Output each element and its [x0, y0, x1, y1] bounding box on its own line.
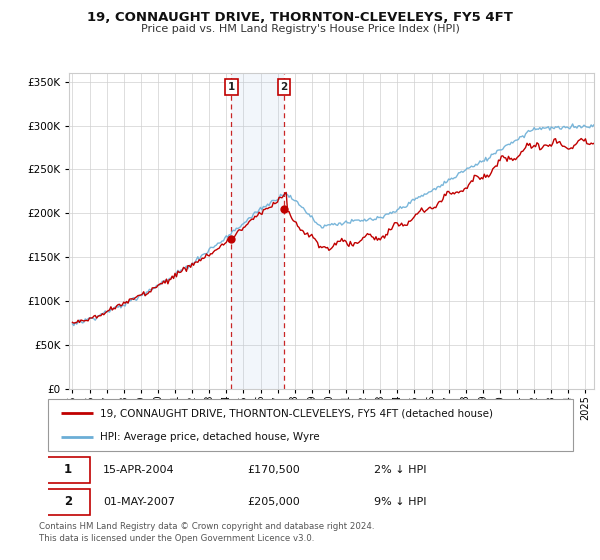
FancyBboxPatch shape	[48, 399, 573, 451]
Text: 19, CONNAUGHT DRIVE, THORNTON-CLEVELEYS, FY5 4FT (detached house): 19, CONNAUGHT DRIVE, THORNTON-CLEVELEYS,…	[101, 408, 493, 418]
Bar	[231, 73, 284, 389]
Text: 9% ↓ HPI: 9% ↓ HPI	[373, 497, 426, 507]
Text: 2: 2	[280, 82, 287, 92]
FancyBboxPatch shape	[46, 457, 90, 483]
Text: 1: 1	[64, 463, 72, 476]
Text: HPI: Average price, detached house, Wyre: HPI: Average price, detached house, Wyre	[101, 432, 320, 442]
Text: 2% ↓ HPI: 2% ↓ HPI	[373, 465, 426, 475]
Text: Contains HM Land Registry data © Crown copyright and database right 2024.
This d: Contains HM Land Registry data © Crown c…	[39, 522, 374, 543]
Text: 15-APR-2004: 15-APR-2004	[103, 465, 175, 475]
FancyBboxPatch shape	[46, 489, 90, 515]
Text: £205,000: £205,000	[248, 497, 300, 507]
Text: 01-MAY-2007: 01-MAY-2007	[103, 497, 175, 507]
Text: Price paid vs. HM Land Registry's House Price Index (HPI): Price paid vs. HM Land Registry's House …	[140, 24, 460, 34]
Text: £170,500: £170,500	[248, 465, 300, 475]
Text: 19, CONNAUGHT DRIVE, THORNTON-CLEVELEYS, FY5 4FT: 19, CONNAUGHT DRIVE, THORNTON-CLEVELEYS,…	[87, 11, 513, 24]
Text: 2: 2	[64, 496, 72, 508]
Text: 1: 1	[227, 82, 235, 92]
